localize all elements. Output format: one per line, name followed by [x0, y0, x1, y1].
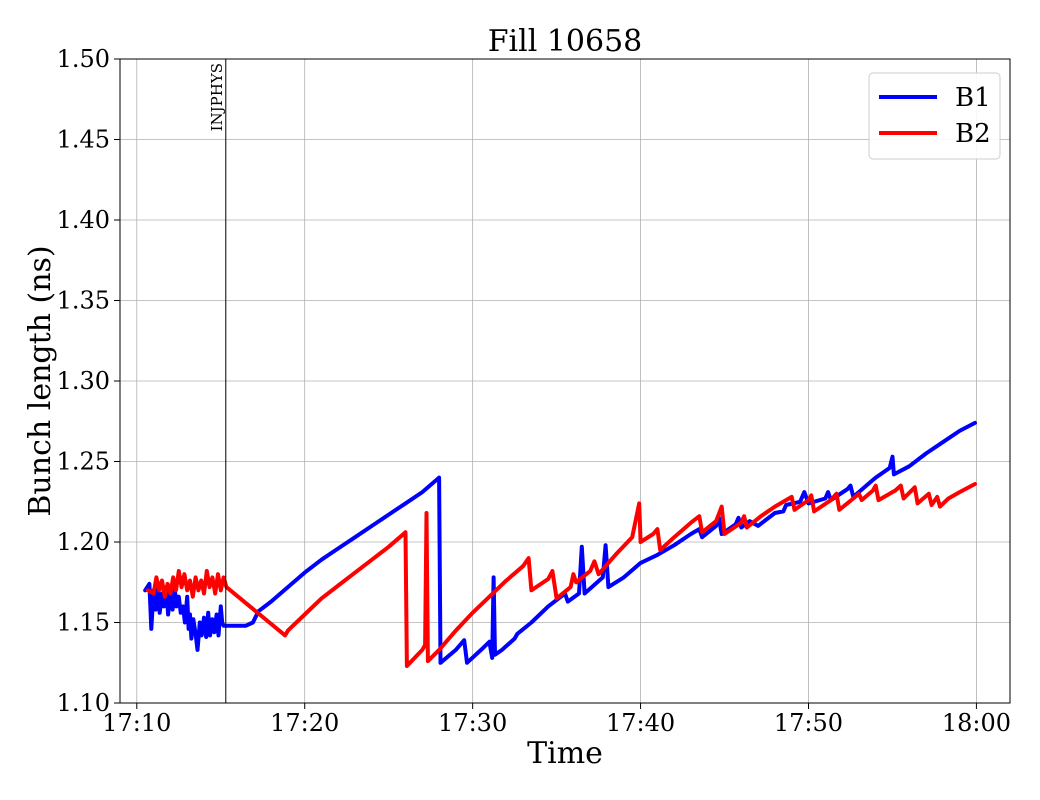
- y-axis-label: Bunch length (ns): [23, 245, 58, 516]
- grid: [120, 58, 1010, 704]
- x-tick-label: 17:40: [606, 709, 675, 737]
- x-axis-label: Time: [527, 736, 603, 771]
- y-tick-label: 1.30: [57, 367, 110, 395]
- x-tick-label: 17:20: [270, 709, 339, 737]
- x-tick-label: 18:00: [942, 709, 1011, 737]
- series-line-b1: [143, 420, 977, 665]
- series-lines: [143, 420, 977, 668]
- y-tick-label: 1.50: [57, 45, 110, 73]
- y-tick-label: 1.10: [57, 689, 110, 717]
- y-tick-label: 1.35: [57, 287, 110, 315]
- legend-label-b2: B2: [955, 119, 991, 149]
- x-tick-label: 17:10: [102, 709, 171, 737]
- annotations: INJPHYS: [208, 59, 227, 703]
- y-tick-label: 1.45: [57, 126, 110, 154]
- y-tick-label: 1.40: [57, 206, 110, 234]
- y-tick-label: 1.20: [57, 528, 110, 556]
- y-tick-label: 1.25: [57, 448, 110, 476]
- legend-box: [868, 72, 1001, 160]
- series-line-b2: [146, 482, 977, 668]
- annotation-label: INJPHYS: [208, 63, 226, 131]
- chart-title: Fill 10658: [488, 24, 643, 59]
- x-tick-label: 17:50: [774, 709, 843, 737]
- x-tick-label: 17:30: [438, 709, 507, 737]
- y-axis-ticks: 1.10 1.15 1.20 1.25 1.30 1.35 1.40 1.45 1.50: [57, 45, 120, 717]
- x-axis-ticks: 17:10 17:20 17:30 17:40 17:50 18:00: [102, 703, 1011, 737]
- y-tick-label: 1.15: [57, 609, 110, 637]
- legend-label-b1: B1: [955, 83, 991, 113]
